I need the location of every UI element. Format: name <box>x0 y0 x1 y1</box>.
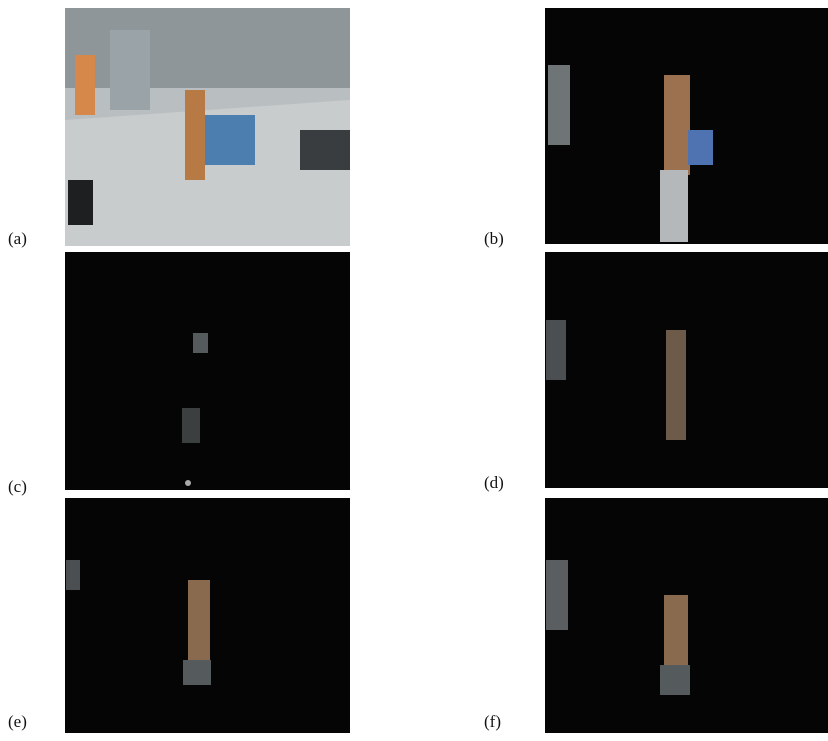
panel-a-image <box>65 8 350 246</box>
panel-label: (c) <box>8 477 27 496</box>
blob <box>66 560 80 590</box>
panel-label: (b) <box>484 229 504 248</box>
panel-bg <box>545 252 828 488</box>
figure: (a) (b) (c) (d) (e) (f) <box>0 0 828 741</box>
blob <box>546 560 568 630</box>
page: {"panels": [{"label": "(a)"}, {"label": … <box>0 0 828 741</box>
blob <box>664 75 690 175</box>
panel-f-image <box>545 498 828 733</box>
blob <box>185 480 191 486</box>
panel-d-image <box>545 252 828 488</box>
body: (a) (b) (c) (d) (e) (f) (() => { const d… <box>0 0 828 741</box>
panel-label: (d) <box>484 473 504 492</box>
panel-bg <box>65 252 350 490</box>
cabinet <box>75 55 95 115</box>
blob <box>664 595 688 675</box>
panel-e-image <box>65 498 350 733</box>
blob <box>548 65 570 145</box>
wall <box>65 8 350 88</box>
object <box>68 180 93 225</box>
blob <box>660 170 688 242</box>
equipment <box>110 30 150 110</box>
object <box>300 130 350 170</box>
panel-label: (f) <box>484 712 501 731</box>
blob <box>660 665 690 695</box>
blob <box>546 320 566 380</box>
blob <box>188 580 210 670</box>
panel-c-image <box>65 252 350 490</box>
blob <box>183 660 211 685</box>
blob <box>182 408 200 443</box>
panel-label: (e) <box>8 712 27 731</box>
panel-label: (a) <box>8 229 27 248</box>
blob <box>688 130 713 165</box>
blob <box>193 333 208 353</box>
bed <box>200 115 255 165</box>
person <box>185 90 205 180</box>
blob <box>666 330 686 440</box>
panel-b-image <box>545 8 828 244</box>
